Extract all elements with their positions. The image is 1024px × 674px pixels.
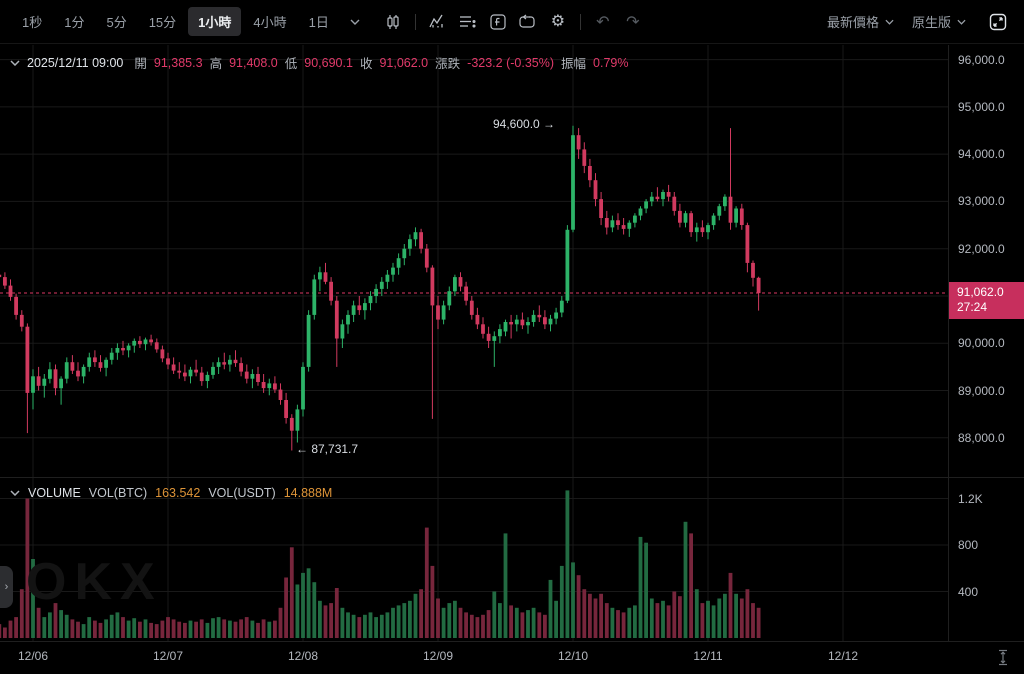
price-tick-label: 95,000.0	[958, 100, 1005, 114]
interval-1h[interactable]: 1小時	[188, 7, 242, 36]
interval-4h[interactable]: 4小時	[253, 15, 287, 30]
time-axis[interactable]: 12/06 12/07 12/08 12/09 12/10 12/11 12/12	[0, 642, 948, 674]
high-label: 高	[209, 57, 223, 71]
vol-btc-label: VOL(BTC)	[88, 486, 148, 500]
volume-pane-canvas[interactable]	[0, 478, 948, 641]
interval-5m[interactable]: 5分	[106, 15, 127, 30]
expand-panel-toggle[interactable]: ›	[0, 566, 13, 608]
price-mode-dropdown[interactable]: 最新價格	[827, 12, 894, 31]
amplitude-value: 0.79%	[593, 55, 629, 70]
change-value: -323.2 (-0.35%)	[467, 55, 555, 70]
undo-icon[interactable]: ↶	[596, 13, 610, 31]
interval-1s[interactable]: 1秒	[22, 15, 43, 30]
open-label: 開	[134, 57, 147, 71]
volume-axis[interactable]: 1.2K 800 400	[949, 478, 1024, 641]
vol-btc-value: 163.542	[155, 486, 201, 500]
change-label: 漲跌	[435, 57, 461, 71]
redo-icon[interactable]: ↷	[626, 13, 640, 31]
candle-countdown: 27:24	[957, 300, 988, 314]
chart-toolbar: 1秒 1分 5分 15分 1小時 4小時 1日	[0, 0, 1024, 44]
candle-style-icon[interactable]	[379, 8, 407, 36]
vol-usdt-value: 14.888M	[283, 486, 333, 500]
interval-1d[interactable]: 1日	[308, 15, 329, 30]
time-tick-label: 12/10	[557, 649, 589, 663]
amplitude-label: 振幅	[561, 57, 587, 71]
last-price-value: 91,062.0	[957, 285, 1004, 299]
legend-collapse-icon[interactable]	[10, 59, 20, 66]
high-value: 91,408.0	[229, 55, 278, 70]
fx-indicator-icon[interactable]	[484, 8, 512, 36]
price-tick-label: 92,000.0	[958, 242, 1005, 256]
price-tick-label: 93,000.0	[958, 194, 1005, 208]
time-tick-label: 12/08	[287, 649, 319, 663]
price-tick-label: 89,000.0	[958, 384, 1005, 398]
fullscreen-icon[interactable]	[984, 8, 1012, 36]
volume-tick-label: 1.2K	[958, 492, 983, 506]
volume-legend: VOLUME VOL(BTC) 163.542 VOL(USDT) 14.888…	[10, 486, 332, 500]
time-tick-label: 12/11	[693, 649, 723, 663]
chevron-down-icon	[957, 19, 966, 25]
pane-divider	[0, 477, 1024, 478]
open-value: 91,385.3	[153, 55, 203, 70]
time-tick-label: 12/07	[152, 649, 184, 663]
price-tick-label: 88,000.0	[958, 431, 1005, 445]
settings-gear-icon[interactable]: ⚙	[550, 12, 566, 30]
low-value: 90,690.1	[304, 55, 353, 70]
low-label: 低	[284, 57, 298, 71]
time-tick-label: 12/06	[17, 649, 49, 663]
toolbar-right: 最新價格 原生版	[827, 8, 1012, 36]
high-price-annotation: 94,600.0 →	[493, 117, 556, 131]
volume-tick-label: 800	[958, 538, 979, 552]
toolbar-divider	[414, 13, 416, 30]
axis-scale-icon[interactable]	[996, 649, 1010, 671]
close-value: 91,062.0	[379, 55, 429, 70]
time-tick-label: 12/12	[827, 649, 859, 663]
candle-datetime: 2025/12/11 09:00	[27, 55, 124, 70]
interval-group: 1秒 1分 5分 15分 1小時 4小時 1日	[12, 7, 647, 36]
chevron-down-icon	[885, 19, 894, 25]
save-template-icon[interactable]	[514, 8, 542, 36]
interval-15m[interactable]: 15分	[148, 15, 177, 30]
indicators-icon[interactable]	[424, 8, 452, 36]
vol-usdt-label: VOL(USDT)	[208, 486, 276, 500]
toolbar-divider	[579, 13, 581, 30]
interval-chevron-down-icon[interactable]	[341, 8, 369, 36]
volume-tick-label: 400	[958, 585, 979, 599]
price-pane-canvas[interactable]	[0, 45, 948, 477]
low-price-annotation: ← 87,731.7	[296, 442, 359, 456]
price-tick-label: 90,000.0	[958, 336, 1005, 350]
volume-collapse-icon[interactable]	[10, 490, 20, 496]
close-label: 收	[359, 57, 373, 71]
layout-lines-icon[interactable]	[454, 8, 482, 36]
chart-version-dropdown[interactable]: 原生版	[912, 12, 966, 31]
price-axis[interactable]: 96,000.0 95,000.0 94,000.0 93,000.0 92,000.0…	[949, 45, 1024, 477]
volume-title: VOLUME	[28, 486, 81, 500]
axis-separator-vertical	[948, 45, 949, 641]
time-tick-label: 12/09	[422, 649, 454, 663]
exchange-watermark: OKX	[26, 553, 163, 611]
ohlc-legend: 2025/12/11 09:00 開 91,385.3 高 91,408.0 低…	[10, 53, 628, 72]
last-price-badge: 91,062.0 27:24	[949, 282, 1024, 319]
axis-separator-horizontal	[0, 641, 1024, 642]
interval-1m[interactable]: 1分	[64, 15, 85, 30]
price-tick-label: 94,000.0	[958, 147, 1005, 161]
price-tick-label: 96,000.0	[958, 53, 1005, 67]
